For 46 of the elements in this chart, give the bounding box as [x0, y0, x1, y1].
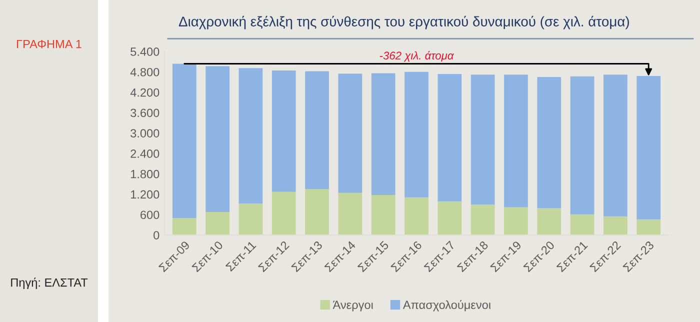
bar — [504, 74, 528, 208]
bar — [371, 194, 396, 236]
bar — [470, 74, 495, 204]
bar — [438, 74, 462, 202]
bar — [172, 64, 196, 218]
y-tick-label: 5.400 — [130, 48, 160, 56]
bar — [604, 74, 628, 216]
bar — [537, 208, 562, 236]
bar — [238, 203, 263, 236]
legend-label: Άνεργοι — [332, 300, 374, 312]
bar — [238, 68, 263, 204]
y-tick-label: 0 — [154, 231, 160, 240]
bar — [338, 74, 362, 193]
text: Πηγή: ΕΛΣΤΑΤ — [11, 278, 88, 290]
y-tick-label: 4.800 — [130, 68, 160, 76]
bar — [404, 197, 428, 236]
bar — [636, 76, 661, 220]
bar — [636, 219, 661, 236]
bar — [206, 66, 230, 212]
bar — [404, 72, 428, 198]
bar — [338, 192, 362, 236]
bar — [438, 201, 462, 236]
bar — [172, 218, 196, 236]
bar — [570, 76, 594, 214]
bar — [604, 216, 628, 236]
y-tick-label: 3.600 — [130, 108, 160, 118]
y-tick-label: 2.400 — [130, 150, 160, 158]
bar — [371, 73, 396, 195]
bar — [305, 71, 329, 190]
bar — [206, 212, 230, 236]
chart-title: Διαχρονική εξέλιξη της σύνθεσης του εργατικού δυναμικού (σε χιλ. άτομα) — [178, 16, 629, 30]
y-tick-label: 1.200 — [131, 190, 160, 199]
bar — [272, 192, 296, 236]
y-tick-label: 4.200 — [130, 88, 160, 97]
text: ΓΡΑΦΗΜΑ 1 — [17, 40, 82, 48]
bar — [504, 207, 528, 236]
bar — [470, 204, 495, 236]
bar — [305, 189, 329, 236]
bar — [537, 77, 562, 208]
y-tick-label: 600 — [140, 210, 160, 220]
legend-label: Απασχολούμενοι — [402, 300, 491, 312]
bar — [272, 70, 296, 192]
y-tick-label: 3.000 — [130, 129, 160, 138]
y-tick-label: 1.800 — [131, 170, 160, 178]
annotation: -362 χιλ. άτομα — [380, 51, 454, 62]
bar — [570, 214, 594, 236]
